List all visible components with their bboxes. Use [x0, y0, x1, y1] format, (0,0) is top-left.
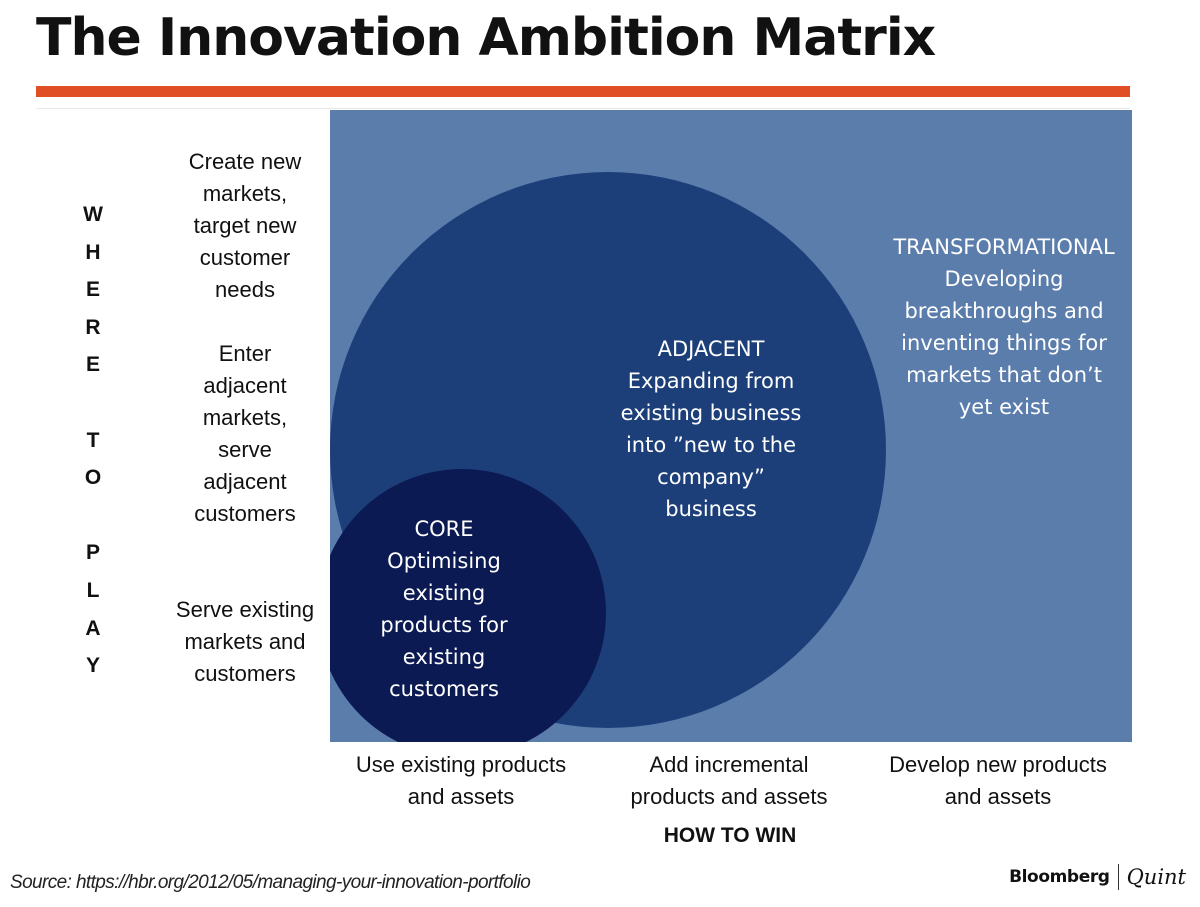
page-title: The Innovation Ambition Matrix	[36, 8, 936, 68]
transformational-zone-line: breakthroughs and	[904, 299, 1103, 323]
x-level-incremental-products: Add incremental products and assets	[630, 752, 828, 809]
adjacent-zone-line: ADJACENT	[658, 337, 765, 361]
core-zone-line: CORE	[414, 517, 473, 541]
source-note: Source: https://hbr.org/2012/05/managing…	[10, 872, 531, 893]
y-axis-title-letter: R	[85, 315, 101, 339]
y-level-existing-markets: Serve existing markets and customers	[175, 597, 315, 686]
brand-separator	[1117, 864, 1119, 890]
transformational-zone-line: inventing things for	[901, 331, 1107, 355]
adjacent-zone-line: existing business	[621, 401, 802, 425]
transformational-zone-line: TRANSFORMATIONAL	[892, 235, 1115, 259]
y-axis-title-letter: T	[86, 428, 100, 452]
core-zone	[330, 469, 606, 742]
y-axis-title-letter: L	[86, 578, 100, 602]
brand-logo: Bloomberg Quint	[1009, 864, 1186, 890]
y-axis-title-letter: A	[85, 616, 101, 640]
core-zone-line: existing	[403, 645, 485, 669]
y-axis-title-letter: E	[85, 278, 100, 302]
core-zone-label: CORE Optimising existing products for existi…	[380, 517, 508, 701]
y-level-adjacent-markets: Enter adjacent markets, serve adjacent c…	[194, 341, 296, 526]
ambition-matrix: TRANSFORMATIONAL Developing breakthroughs …	[330, 110, 1132, 742]
core-zone-line: products for	[380, 613, 508, 637]
transformational-zone-line: markets that don’t	[906, 363, 1102, 387]
transformational-zone-line: yet exist	[959, 395, 1049, 419]
y-level-new-markets: Create new markets, target new customer …	[188, 149, 302, 302]
core-zone-line: Optimising	[387, 549, 501, 573]
x-level-existing-products: Use existing products and assets	[355, 752, 567, 809]
title-divider	[36, 108, 1130, 109]
y-axis-title-letter: Y	[85, 654, 100, 678]
x-axis-title: HOW TO WIN	[663, 824, 797, 847]
y-axis-title-letter: H	[85, 240, 101, 264]
core-zone-line: customers	[389, 677, 499, 701]
adjacent-zone-line: business	[665, 497, 757, 521]
brand-primary: Bloomberg	[1009, 867, 1110, 887]
y-axis-title-letter: W	[83, 203, 103, 226]
y-axis-title-letter: E	[85, 353, 100, 377]
adjacent-zone-label: ADJACENT Expanding from existing business i…	[621, 337, 802, 521]
brand-secondary: Quint	[1126, 865, 1186, 889]
y-axis-title-letter: P	[85, 541, 100, 565]
adjacent-zone-line: into ”new to the	[626, 433, 796, 457]
transformational-zone-line: Developing	[945, 267, 1064, 291]
y-axis-title-letter: O	[84, 466, 102, 490]
adjacent-zone-line: Expanding from	[628, 369, 795, 393]
adjacent-zone-line: company”	[657, 465, 765, 489]
title-accent-bar	[36, 86, 1130, 97]
core-zone-line: existing	[403, 581, 485, 605]
transformational-zone-label: TRANSFORMATIONAL Developing breakthroughs …	[892, 235, 1115, 419]
x-level-new-products: Develop new products and assets	[889, 752, 1107, 809]
